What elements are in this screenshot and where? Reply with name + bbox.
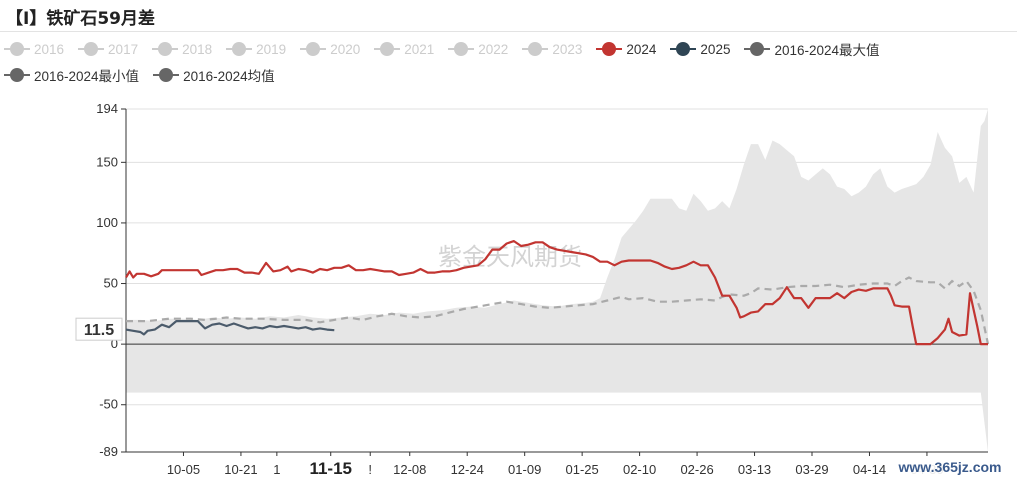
legend-symbol-icon <box>4 42 30 56</box>
x-tick-label: 10-21 <box>224 462 257 477</box>
legend-item-2025[interactable]: 2025 <box>670 42 730 57</box>
legend-label: 2023 <box>552 41 583 57</box>
legend-item-2018[interactable]: 2018 <box>152 42 212 57</box>
x-tick-label: 03-13 <box>738 462 771 477</box>
chart-title: 【I】铁矿石59月差 <box>6 9 155 29</box>
x-tick-label: 12-08 <box>393 462 426 477</box>
legend-symbol-icon <box>4 68 30 82</box>
legend-symbol-icon <box>448 42 475 56</box>
site-mark-text: www.365jz.com <box>898 459 1002 475</box>
legend-item-2017[interactable]: 2017 <box>78 42 138 57</box>
y-tick-label: -50 <box>99 397 118 412</box>
legend-label: 2024 <box>626 41 657 57</box>
y-tick-label: 50 <box>104 276 118 291</box>
site-mark-bg <box>887 456 1013 478</box>
legend-symbol-icon <box>152 42 179 56</box>
y-tick-label: 0 <box>111 336 118 351</box>
legend-label: 2018 <box>182 41 213 57</box>
watermark-text: 紫金天风期货 <box>438 243 582 271</box>
legend-item-2016-2024最大值[interactable]: 2016-2024最大值 <box>744 39 880 59</box>
legend-item-2020[interactable]: 2020 <box>300 42 360 57</box>
y-tick-label: 150 <box>96 154 118 169</box>
x-tick-label: 02-26 <box>680 462 713 477</box>
axis-pointer-label: 11.5 <box>84 322 114 339</box>
y-tick-label: -89 <box>99 444 118 459</box>
x-tick-label: 01-09 <box>508 462 541 477</box>
x-tick-label: 04-14 <box>853 462 886 477</box>
legend: 2016 2017 2018 2019 2020 2021 2022 2023 2024 2025… <box>0 36 1017 88</box>
y-tick-label: 194 <box>96 101 118 116</box>
legend-label: 2021 <box>404 41 435 57</box>
x-tick-label: ! <box>368 462 372 477</box>
legend-item-2016-2024均值[interactable]: 2016-2024均值 <box>153 65 275 85</box>
legend-symbol-icon <box>596 42 623 56</box>
legend-symbol-icon <box>300 42 327 56</box>
x-tick-label: 1 <box>273 462 280 477</box>
legend-item-2022[interactable]: 2022 <box>448 42 508 57</box>
legend-item-2019[interactable]: 2019 <box>226 42 286 57</box>
legend-label: 2022 <box>478 41 509 57</box>
legend-label: 2016-2024均值 <box>183 69 275 84</box>
legend-label: 2016 <box>34 41 65 57</box>
legend-symbol-icon <box>374 42 401 56</box>
legend-symbol-icon <box>226 42 253 56</box>
legend-row: 2016 2017 2018 2019 2020 2021 2022 2023 2024 2025… <box>0 36 1017 62</box>
series-line-mean <box>126 276 990 345</box>
legend-item-2016-2024最小值[interactable]: 2016-2024最小值 <box>4 65 139 85</box>
legend-symbol-icon <box>78 42 105 56</box>
legend-label: 2019 <box>256 41 287 57</box>
legend-symbol-icon <box>744 42 771 56</box>
legend-label: 2016-2024最小值 <box>34 69 140 84</box>
x-tick-label: 12-24 <box>451 462 484 477</box>
legend-item-2021[interactable]: 2021 <box>374 42 434 57</box>
legend-symbol-icon <box>522 42 549 56</box>
axis-pointer-box <box>75 317 123 341</box>
x-tick-label: 01-25 <box>566 462 599 477</box>
legend-symbol-icon <box>153 68 180 82</box>
series-line-2025 <box>125 320 335 336</box>
series-line-2024 <box>125 240 988 346</box>
x-tick-label: 02-10 <box>623 462 656 477</box>
legend-label: 2020 <box>330 41 361 57</box>
legend-item-2023[interactable]: 2023 <box>522 42 582 57</box>
title-divider <box>0 31 1017 32</box>
y-tick-label: 100 <box>96 215 118 230</box>
x-tick-label: 10-05 <box>167 462 200 477</box>
legend-label: 2025 <box>700 41 731 57</box>
x-tick-label: 03-29 <box>795 462 828 477</box>
legend-row: 2016-2024最小值 2016-2024均值 <box>0 62 1017 88</box>
legend-label: 2017 <box>108 41 139 57</box>
legend-item-2024[interactable]: 2024 <box>596 42 656 57</box>
legend-label: 2016-2024最大值 <box>774 43 880 58</box>
legend-item-2016[interactable]: 2016 <box>4 42 64 57</box>
x-tick-label-highlight: 11-15 <box>309 459 352 478</box>
legend-symbol-icon <box>670 42 697 56</box>
max-min-band <box>126 109 988 452</box>
